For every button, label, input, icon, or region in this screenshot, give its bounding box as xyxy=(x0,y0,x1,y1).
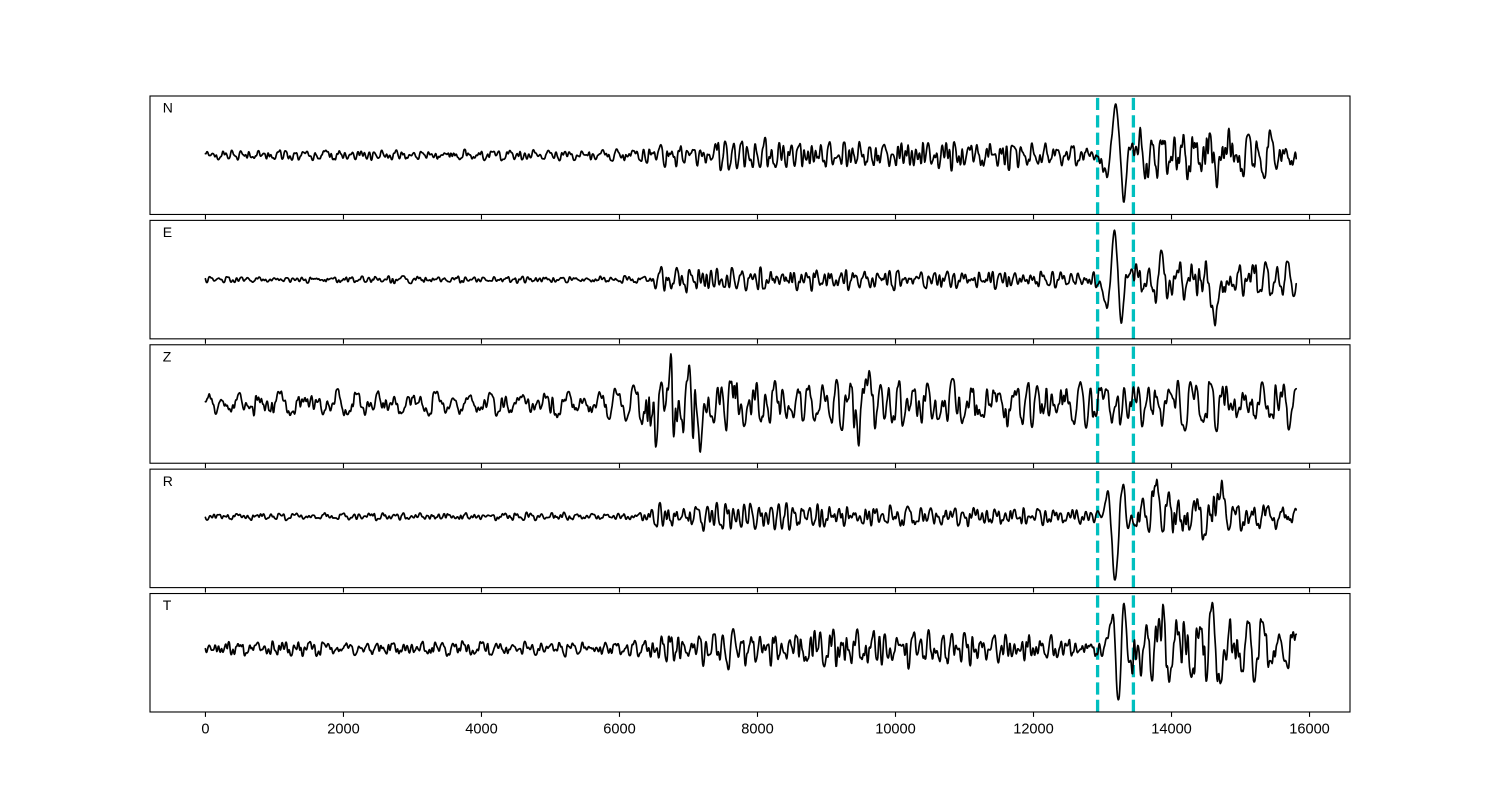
svg-text:E: E xyxy=(163,224,172,240)
svg-text:T: T xyxy=(163,597,172,613)
svg-text:16000: 16000 xyxy=(1289,722,1330,738)
svg-text:6000: 6000 xyxy=(603,722,635,738)
svg-text:14000: 14000 xyxy=(1151,722,1192,738)
svg-text:2000: 2000 xyxy=(327,722,359,738)
svg-text:4000: 4000 xyxy=(465,722,497,738)
svg-text:N: N xyxy=(163,100,173,116)
svg-text:10000: 10000 xyxy=(875,722,916,738)
svg-text:0: 0 xyxy=(201,722,209,738)
svg-text:Z: Z xyxy=(163,349,172,365)
svg-text:8000: 8000 xyxy=(741,722,773,738)
svg-text:R: R xyxy=(163,473,173,489)
svg-text:12000: 12000 xyxy=(1013,722,1054,738)
